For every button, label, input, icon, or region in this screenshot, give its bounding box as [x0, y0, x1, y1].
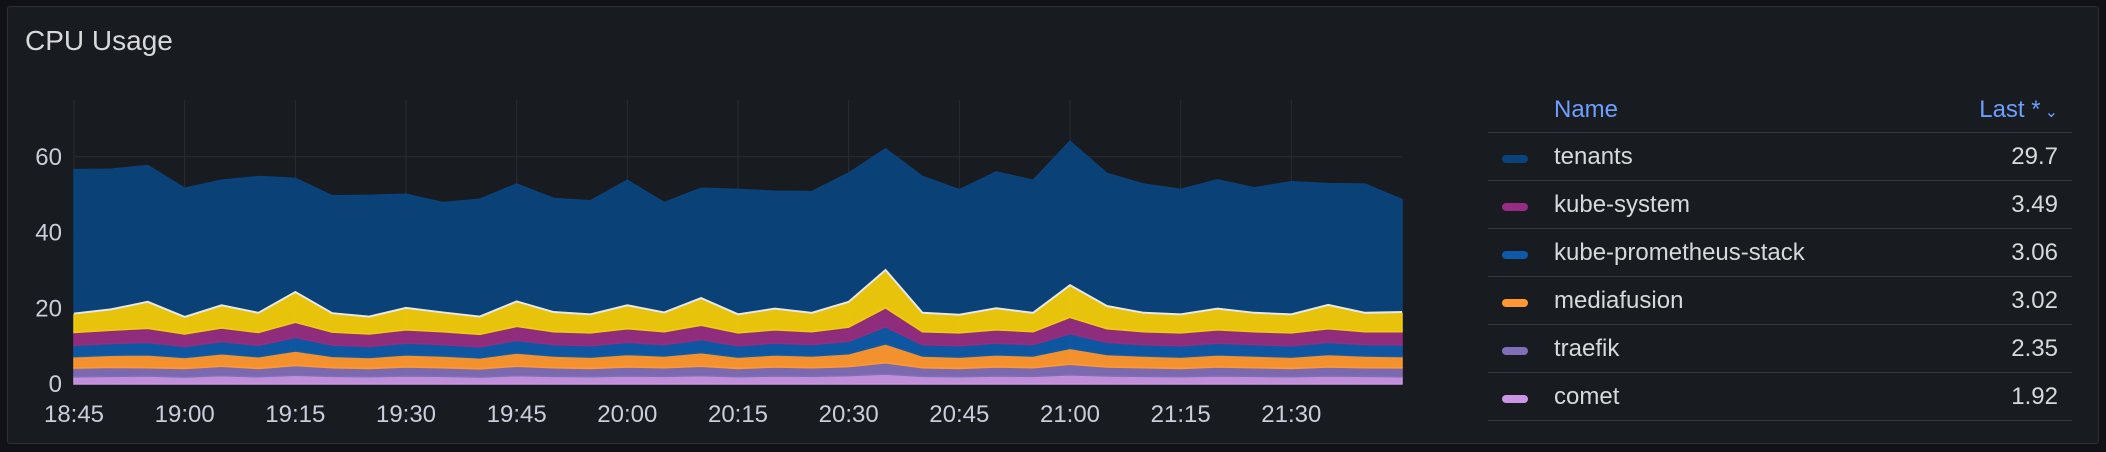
legend-item-name: comet	[1554, 383, 1620, 410]
legend-item-kube-system[interactable]: kube-system 3.49	[1488, 181, 2072, 229]
series-swatch	[1502, 155, 1528, 163]
chevron-down-icon: ⌄	[2044, 104, 2058, 121]
series-swatch	[1502, 203, 1528, 211]
legend-item-value: 3.49	[2011, 191, 2058, 218]
x-tick-label: 18:45	[44, 401, 104, 428]
x-tick-label: 21:30	[1261, 401, 1321, 428]
legend-item-value: 3.02	[2011, 287, 2058, 314]
x-tick-label: 21:15	[1151, 401, 1211, 428]
legend-item-value: 1.92	[2011, 383, 2058, 410]
y-tick-label: 60	[35, 144, 62, 171]
y-tick-label: 40	[35, 220, 62, 247]
legend-item-name: kube-prometheus-stack	[1554, 239, 1805, 266]
x-tick-label: 20:00	[597, 401, 657, 428]
legend-item-value: 3.06	[2011, 239, 2058, 266]
legend-header: Name Last * ⌄	[1488, 88, 2072, 133]
x-tick-label: 19:30	[376, 401, 436, 428]
legend-item-name: traefik	[1554, 335, 1620, 362]
legend-item-name: mediafusion	[1554, 287, 1684, 314]
stack-boundary-line	[73, 268, 1403, 319]
legend-item-comet[interactable]: comet 1.92	[1488, 373, 2072, 421]
stacked-area-chart: 0 20 40 60 18:45 19:00 19:15 19:30 19:45 20:00 20:…	[35, 100, 1403, 428]
legend-item-name: tenants	[1554, 143, 1633, 170]
series-swatch	[1502, 347, 1528, 355]
x-tick-label: 20:15	[708, 401, 768, 428]
series-swatch	[1502, 299, 1528, 307]
legend-item-name: kube-system	[1554, 191, 1691, 218]
x-tick-label: 20:30	[819, 401, 879, 428]
y-tick-label: 20	[35, 295, 62, 322]
legend-table: Name Last * ⌄ tenants 29.7 kube-system 3.…	[1488, 88, 2072, 421]
legend-item-traefik[interactable]: traefik 2.35	[1488, 325, 2072, 373]
legend-item-tenants[interactable]: tenants 29.7	[1488, 133, 2072, 181]
series-swatch	[1502, 395, 1528, 403]
x-tick-label: 19:45	[487, 401, 547, 428]
legend-item-value: 29.7	[2011, 143, 2058, 170]
x-tick-label: 21:00	[1040, 401, 1100, 428]
panel-title[interactable]: CPU Usage	[25, 25, 173, 56]
x-tick-label: 20:45	[929, 401, 989, 428]
legend-item-mediafusion[interactable]: mediafusion 3.02	[1488, 277, 2072, 325]
series-swatch	[1502, 251, 1528, 259]
y-tick-label: 0	[49, 371, 62, 398]
legend-last-header[interactable]: Last * ⌄	[1979, 96, 2058, 124]
legend-item-kube-prometheus-stack[interactable]: kube-prometheus-stack 3.06	[1488, 229, 2072, 277]
x-tick-label: 19:00	[155, 401, 215, 428]
legend-last-label: Last *	[1979, 96, 2041, 123]
legend-name-header[interactable]: Name	[1554, 96, 1619, 123]
legend-item-value: 2.35	[2011, 335, 2058, 362]
x-tick-label: 19:15	[265, 401, 325, 428]
